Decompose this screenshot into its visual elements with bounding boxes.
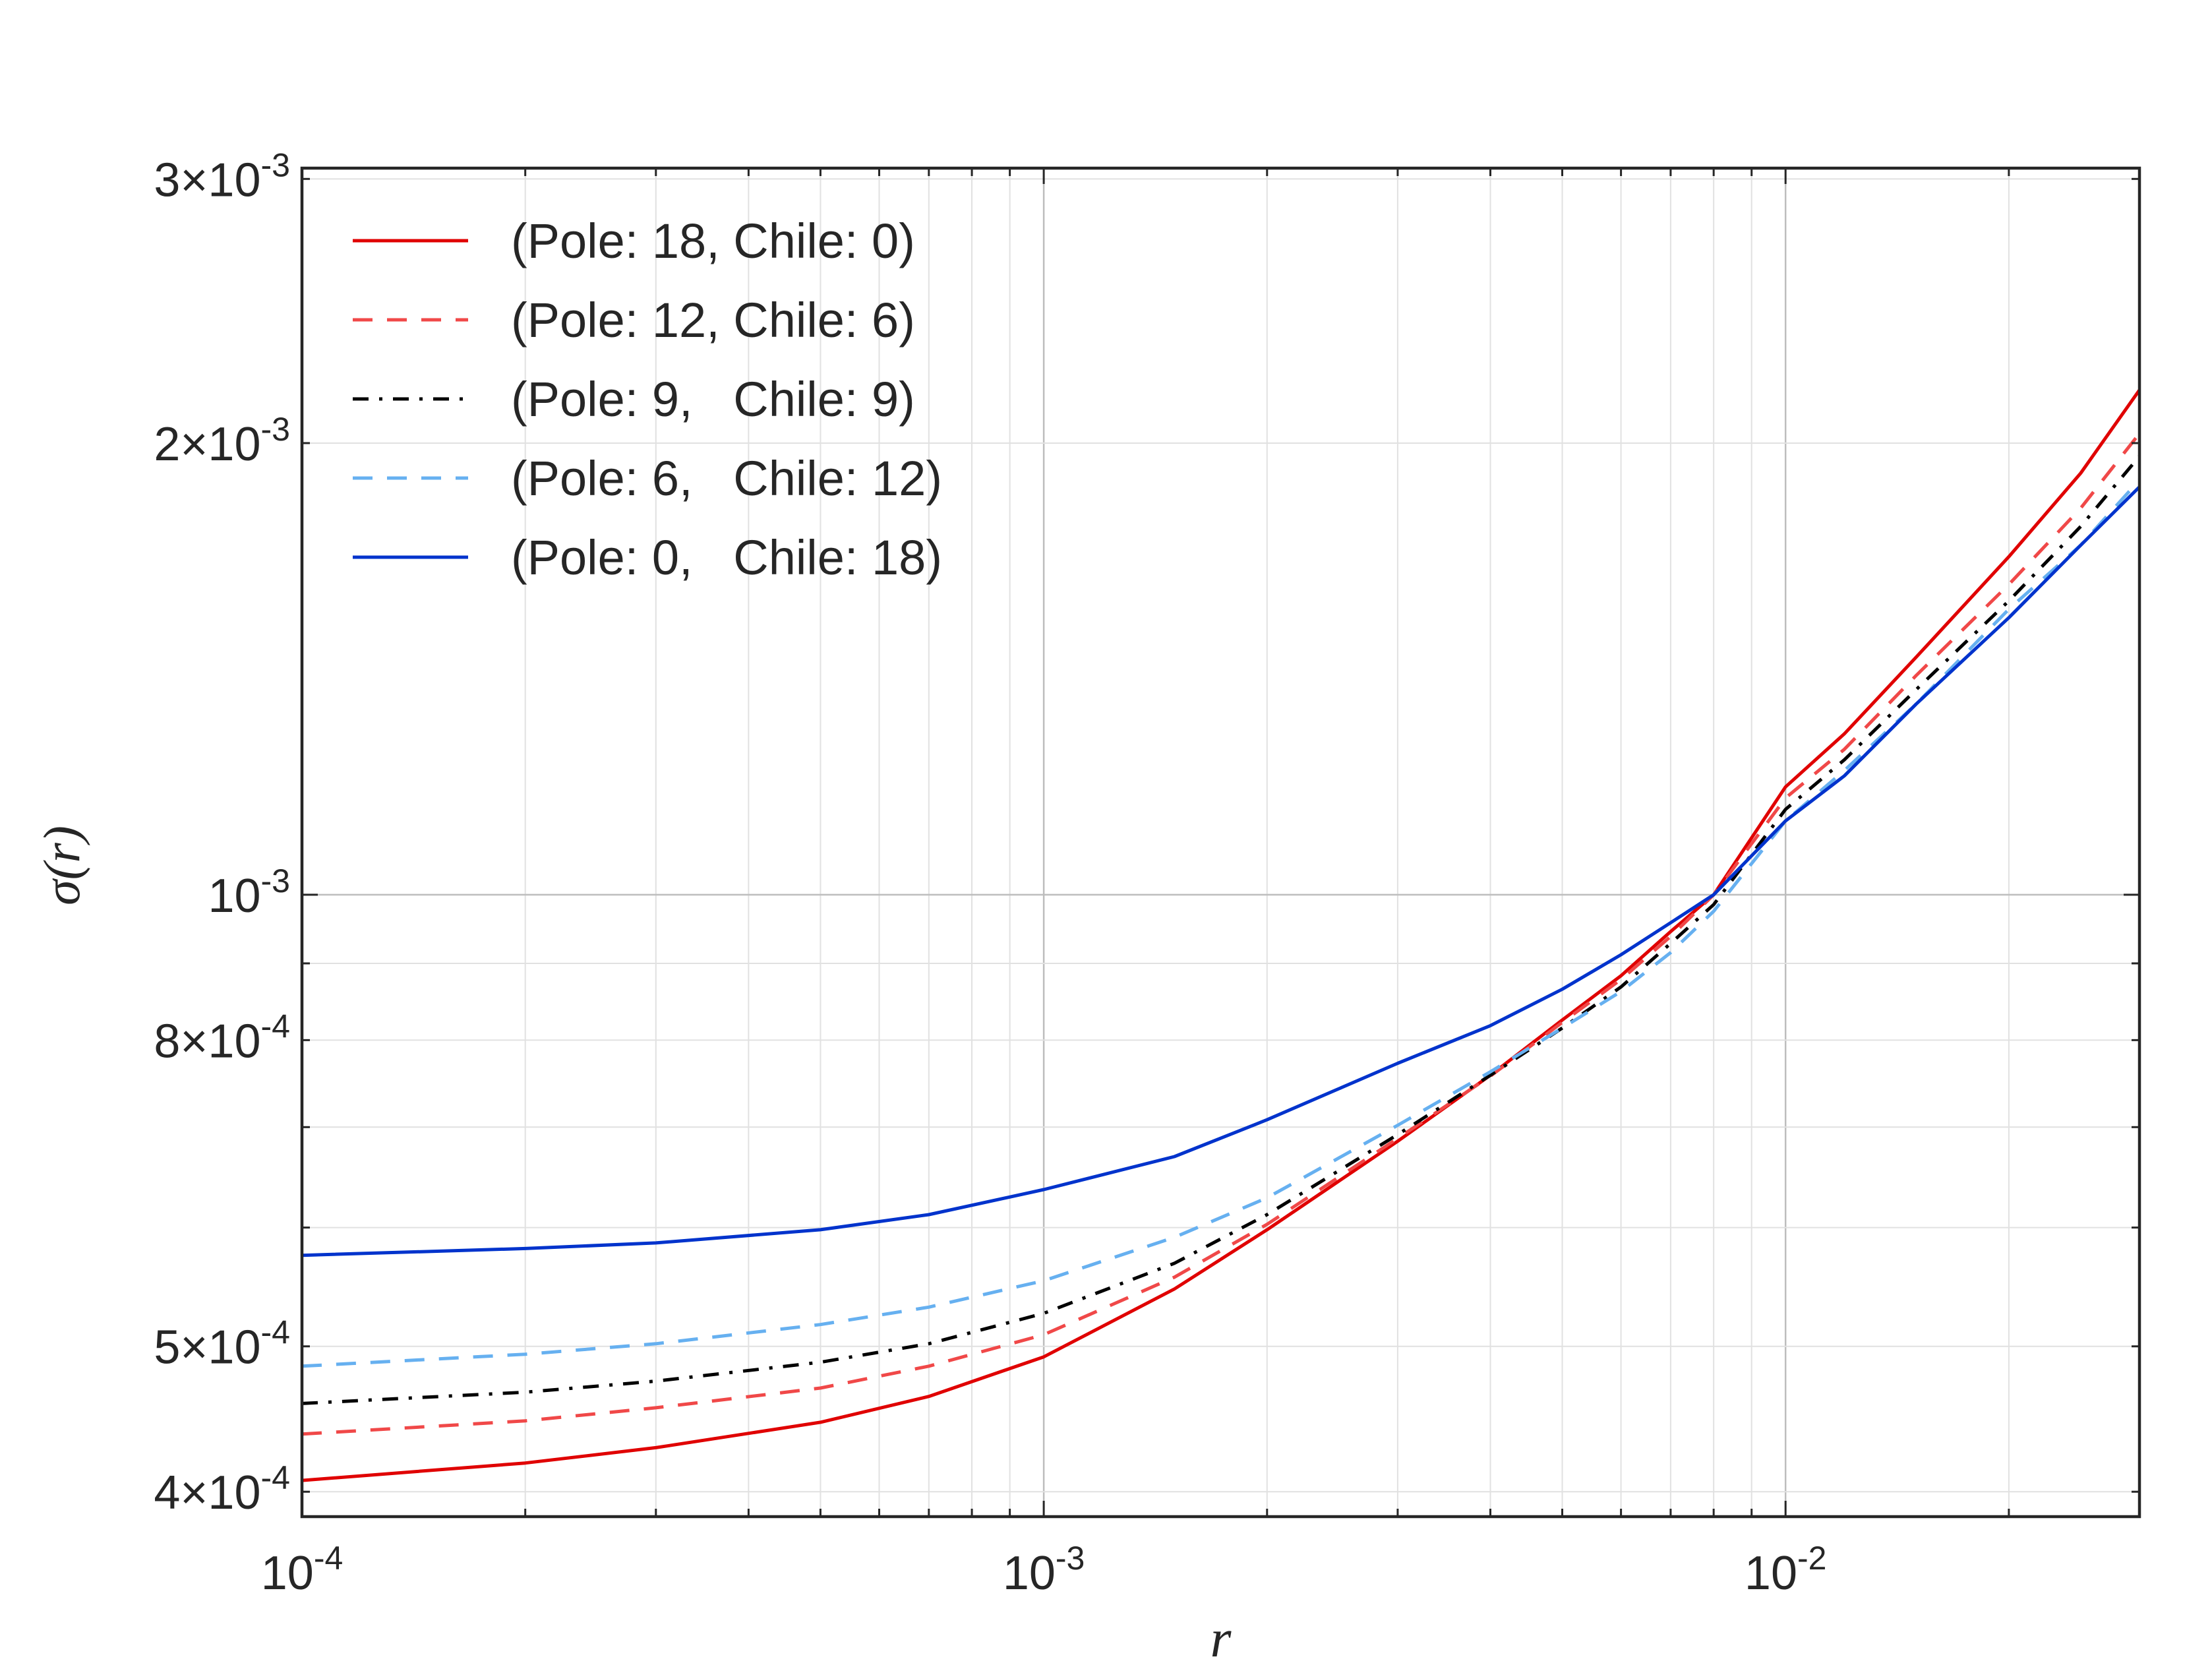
tick-label-exponent: -3 <box>1056 1540 1085 1577</box>
tick-label-exponent: -4 <box>261 1314 290 1351</box>
x-tick-label: 10-3 <box>1003 1540 1085 1600</box>
tick-label-exponent: -3 <box>261 411 290 448</box>
tick-label-base: 10 <box>1003 1547 1056 1600</box>
tick-label-base: 8×10 <box>154 1015 260 1068</box>
legend-label-3: (Pole: 9, Chile: 9) <box>511 372 915 427</box>
legend-label-1: (Pole: 18, Chile: 0) <box>511 214 915 268</box>
x-tick-label: 10-4 <box>261 1540 344 1600</box>
tick-label-base: 2×10 <box>154 418 260 471</box>
tick-label-exponent: -4 <box>314 1540 343 1577</box>
legend-label-4: (Pole: 6, Chile: 12) <box>511 451 942 506</box>
tick-label-base: 10 <box>261 1547 314 1600</box>
y-tick-label: 5×10-4 <box>154 1314 290 1374</box>
tick-label-base: 3×10 <box>154 154 260 206</box>
tick-label-exponent: -3 <box>261 863 290 899</box>
y-tick-label: 8×10-4 <box>154 1008 290 1068</box>
y-tick-label: 2×10-3 <box>154 411 290 471</box>
tick-marks <box>301 168 2141 1517</box>
legend: (Pole: 18, Chile: 0) (Pole: 12, Chile: 6)… <box>353 214 942 585</box>
y-tick-label: 10-3 <box>208 863 290 923</box>
tick-label-base: 5×10 <box>154 1321 260 1374</box>
x-axis-label: r <box>1211 1608 1232 1662</box>
tick-label-exponent: -4 <box>261 1008 290 1044</box>
y-tick-label: 4×10-4 <box>154 1459 290 1519</box>
series-line-5 <box>301 485 2141 1257</box>
tick-label-base: 4×10 <box>154 1467 260 1519</box>
series-lines <box>301 388 2141 1482</box>
tick-label-exponent: -4 <box>261 1459 290 1496</box>
plot-frame <box>300 166 2141 1519</box>
y-axis-label: σ(r) <box>33 826 90 905</box>
y-tick-label: 3×10-3 <box>154 146 290 206</box>
tick-label-exponent: -2 <box>1797 1540 1826 1577</box>
tick-label-base: 10 <box>1745 1547 1797 1600</box>
x-tick-label: 10-2 <box>1745 1540 1827 1600</box>
legend-label-5: (Pole: 0, Chile: 18) <box>511 530 942 585</box>
tick-label-exponent: -3 <box>261 146 290 183</box>
tick-label-base: 10 <box>208 870 260 923</box>
legend-label-2: (Pole: 12, Chile: 6) <box>511 293 915 348</box>
tick-labels: 10-4 10-3 10-24×10-45×10-48×10-410-32×10-3… <box>154 146 1826 1600</box>
